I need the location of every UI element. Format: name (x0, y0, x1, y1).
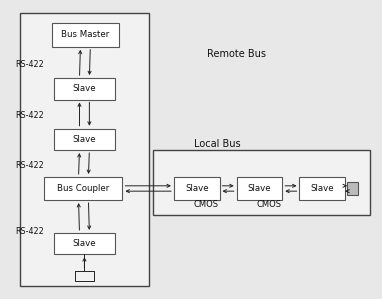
Text: Slave: Slave (73, 84, 96, 93)
Text: Slave: Slave (73, 135, 96, 144)
Bar (54, 129, 115, 150)
Text: Slave: Slave (73, 239, 96, 248)
Bar (54, 233, 115, 254)
Text: RS-422: RS-422 (15, 227, 44, 236)
Bar (44, 177, 123, 200)
Text: Remote Bus: Remote Bus (207, 49, 266, 59)
Bar (299, 177, 345, 200)
Text: Local Bus: Local Bus (194, 138, 241, 149)
Text: RS-422: RS-422 (15, 60, 44, 69)
Bar (174, 177, 220, 200)
Bar (237, 177, 282, 200)
Bar (153, 150, 370, 215)
Text: Bus Master: Bus Master (61, 30, 110, 39)
Bar (54, 78, 115, 100)
Text: CMOS: CMOS (193, 200, 219, 209)
Text: Slave: Slave (185, 184, 209, 193)
Text: Bus Coupler: Bus Coupler (57, 184, 110, 193)
Text: Slave: Slave (248, 184, 271, 193)
Text: RS-422: RS-422 (15, 111, 44, 120)
Text: CMOS: CMOS (256, 200, 281, 209)
Bar (52, 23, 119, 47)
Text: RS-422: RS-422 (15, 161, 44, 170)
Bar (20, 13, 149, 286)
Bar (347, 182, 358, 195)
Text: Slave: Slave (311, 184, 334, 193)
